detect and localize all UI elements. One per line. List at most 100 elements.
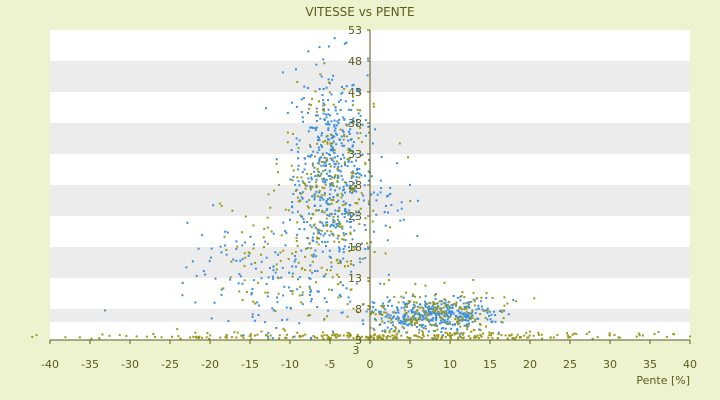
data-point bbox=[386, 326, 389, 329]
data-point bbox=[389, 186, 392, 189]
data-point bbox=[284, 244, 287, 247]
data-point bbox=[325, 135, 328, 138]
data-point bbox=[361, 257, 364, 260]
data-point bbox=[358, 257, 361, 260]
data-point bbox=[330, 224, 333, 227]
data-point bbox=[324, 245, 327, 248]
data-point bbox=[416, 313, 419, 316]
data-point bbox=[344, 163, 347, 166]
data-point bbox=[474, 312, 477, 315]
data-point bbox=[323, 181, 326, 184]
data-point bbox=[355, 337, 358, 340]
data-point bbox=[463, 296, 466, 299]
data-point bbox=[514, 337, 517, 340]
data-point bbox=[303, 220, 306, 223]
data-point bbox=[372, 191, 375, 194]
data-point bbox=[479, 333, 482, 336]
data-point bbox=[665, 335, 668, 338]
data-point bbox=[315, 119, 318, 122]
data-point bbox=[342, 238, 345, 241]
data-point bbox=[384, 204, 387, 207]
data-point bbox=[364, 119, 367, 122]
data-point bbox=[333, 221, 336, 224]
data-point bbox=[336, 333, 339, 336]
data-point bbox=[432, 303, 435, 306]
data-point bbox=[331, 182, 334, 185]
data-point bbox=[362, 303, 365, 306]
data-point bbox=[249, 235, 252, 238]
data-point bbox=[393, 311, 396, 314]
data-point bbox=[258, 304, 261, 307]
data-point bbox=[347, 296, 350, 299]
data-point bbox=[275, 268, 278, 271]
data-point bbox=[386, 334, 389, 337]
data-point bbox=[356, 311, 359, 314]
data-point bbox=[316, 232, 319, 235]
data-point bbox=[289, 290, 292, 293]
data-point bbox=[452, 294, 455, 297]
data-point bbox=[235, 240, 238, 243]
data-point bbox=[402, 318, 405, 321]
data-point bbox=[479, 329, 482, 332]
data-point bbox=[213, 301, 216, 304]
data-point bbox=[419, 316, 422, 319]
data-point bbox=[323, 119, 326, 122]
data-point bbox=[276, 301, 279, 304]
data-point bbox=[145, 335, 148, 338]
data-point bbox=[209, 256, 212, 259]
data-point bbox=[268, 266, 271, 269]
data-point bbox=[310, 154, 313, 157]
data-point bbox=[310, 254, 313, 257]
data-point bbox=[381, 329, 384, 332]
data-point bbox=[311, 164, 314, 167]
y-tick-label: 18 bbox=[348, 241, 362, 254]
data-point bbox=[355, 118, 358, 121]
data-point bbox=[312, 239, 315, 242]
data-point bbox=[414, 310, 417, 313]
data-point bbox=[320, 161, 323, 164]
data-point bbox=[279, 251, 282, 254]
data-point bbox=[295, 239, 298, 242]
data-point bbox=[473, 334, 476, 337]
data-point bbox=[198, 335, 201, 338]
data-point bbox=[326, 315, 329, 318]
data-point bbox=[416, 235, 419, 238]
data-point bbox=[275, 326, 278, 329]
data-point bbox=[552, 336, 555, 339]
data-point bbox=[415, 334, 418, 337]
data-point bbox=[328, 91, 331, 94]
data-point bbox=[271, 275, 274, 278]
data-point bbox=[351, 104, 354, 107]
data-point bbox=[291, 211, 294, 214]
data-point bbox=[349, 214, 352, 217]
data-point bbox=[324, 232, 327, 235]
data-point bbox=[101, 333, 104, 336]
data-point bbox=[326, 224, 329, 227]
data-point bbox=[298, 184, 301, 187]
data-point bbox=[338, 250, 341, 253]
data-point bbox=[328, 255, 331, 258]
data-point bbox=[450, 327, 453, 330]
data-point bbox=[383, 321, 386, 324]
data-point bbox=[424, 312, 427, 315]
data-point bbox=[331, 183, 334, 186]
data-point bbox=[318, 157, 321, 160]
data-point bbox=[374, 313, 377, 316]
data-point bbox=[417, 312, 420, 315]
data-point bbox=[266, 242, 269, 245]
data-point bbox=[413, 323, 416, 326]
data-point bbox=[334, 212, 337, 215]
data-point bbox=[456, 328, 459, 331]
data-point bbox=[330, 265, 333, 268]
x-tick-label: -30 bbox=[121, 358, 139, 371]
data-point bbox=[346, 158, 349, 161]
data-point bbox=[455, 321, 458, 324]
data-point bbox=[291, 132, 294, 135]
data-point bbox=[303, 157, 306, 160]
data-point bbox=[316, 306, 319, 309]
data-point bbox=[424, 317, 427, 320]
data-point bbox=[637, 332, 640, 335]
x-tick-label: 40 bbox=[683, 358, 697, 371]
data-point bbox=[322, 160, 325, 163]
data-point bbox=[292, 175, 295, 178]
